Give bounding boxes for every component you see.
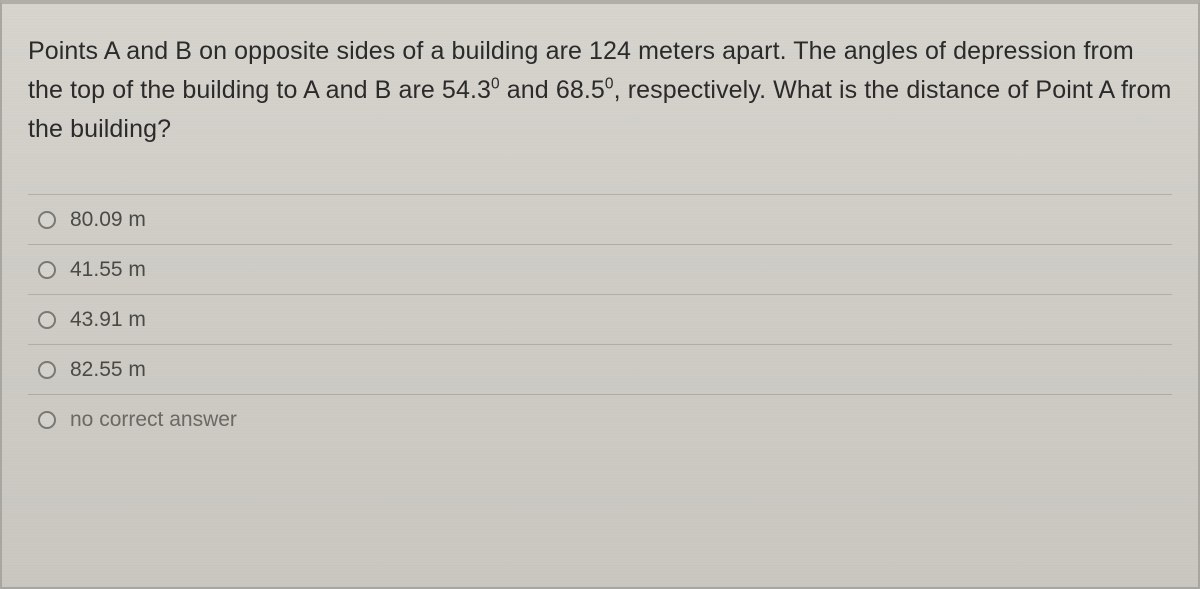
option-label: 80.09 m xyxy=(70,207,146,232)
option-row[interactable]: 82.55 m xyxy=(28,344,1172,394)
option-label: no correct answer xyxy=(70,407,237,432)
option-label: 41.55 m xyxy=(70,257,146,282)
option-row[interactable]: 80.09 m xyxy=(28,194,1172,244)
radio-icon[interactable] xyxy=(38,361,56,379)
question-panel: Points A and B on opposite sides of a bu… xyxy=(0,0,1200,589)
option-label: 43.91 m xyxy=(70,307,146,332)
radio-icon[interactable] xyxy=(38,261,56,279)
radio-icon[interactable] xyxy=(38,311,56,329)
option-row[interactable]: 43.91 m xyxy=(28,294,1172,344)
options-list: 80.09 m 41.55 m 43.91 m 82.55 m no corre… xyxy=(28,194,1172,444)
option-row[interactable]: no correct answer xyxy=(28,394,1172,444)
question-text: Points A and B on opposite sides of a bu… xyxy=(28,32,1172,148)
radio-icon[interactable] xyxy=(38,211,56,229)
radio-icon[interactable] xyxy=(38,411,56,429)
option-label: 82.55 m xyxy=(70,357,146,382)
option-row[interactable]: 41.55 m xyxy=(28,244,1172,294)
